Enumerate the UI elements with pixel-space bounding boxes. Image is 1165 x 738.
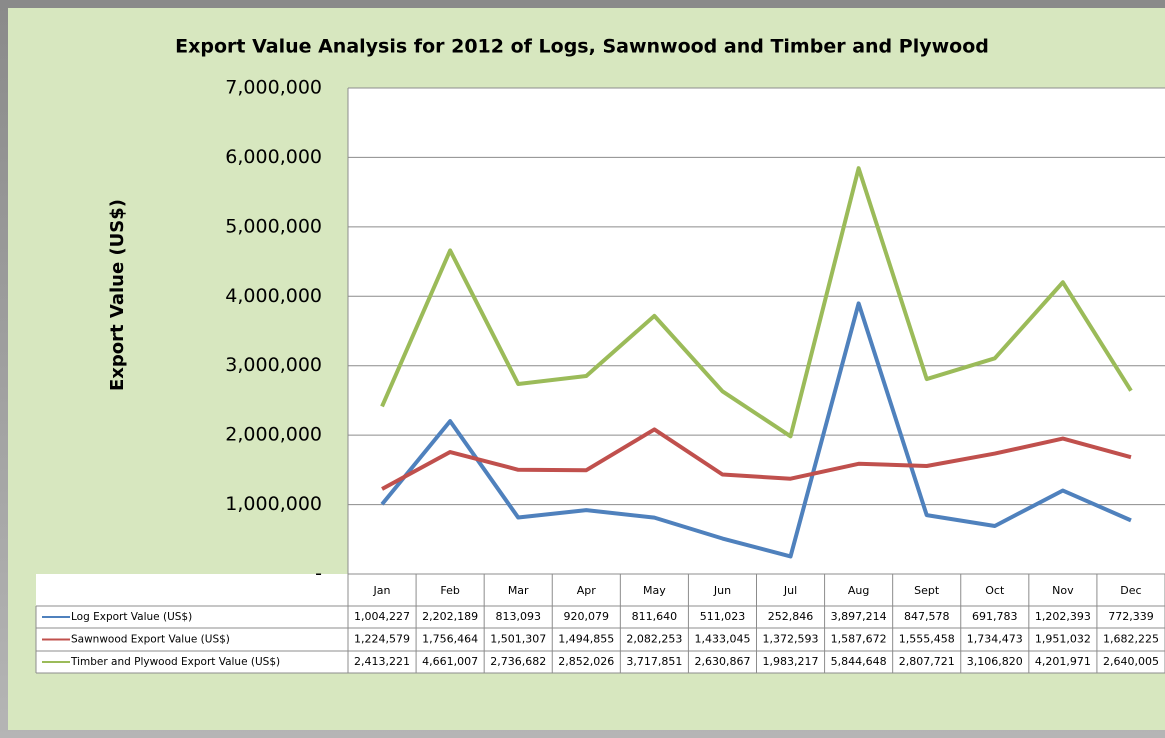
y-tick-label: 6,000,000 bbox=[225, 146, 322, 168]
x-tick-label: Dec bbox=[1120, 584, 1141, 597]
table-value: 1,433,045 bbox=[694, 633, 750, 646]
table-value: 691,783 bbox=[972, 610, 1018, 623]
table-value: 4,661,007 bbox=[422, 655, 478, 668]
table-value: 1,555,458 bbox=[899, 633, 955, 646]
table-value: 772,339 bbox=[1108, 610, 1154, 623]
y-tick-label: 4,000,000 bbox=[225, 285, 322, 307]
table-value: 813,093 bbox=[495, 610, 541, 623]
table-value: 1,587,672 bbox=[831, 633, 887, 646]
table-value: 2,807,721 bbox=[899, 655, 955, 668]
table-value: 1,756,464 bbox=[422, 633, 478, 646]
x-tick-label: Aug bbox=[848, 584, 869, 597]
x-tick-label: May bbox=[643, 584, 666, 597]
table-value: 1,983,217 bbox=[763, 655, 819, 668]
legend-label: Timber and Plywood Export Value (US$) bbox=[70, 656, 280, 668]
table-value: 3,897,214 bbox=[831, 610, 887, 623]
y-tick-label: 1,000,000 bbox=[225, 493, 322, 515]
table-value: 2,852,026 bbox=[558, 655, 614, 668]
table-value: 2,630,867 bbox=[694, 655, 750, 668]
x-tick-label: Jun bbox=[713, 584, 731, 597]
table-value: 847,578 bbox=[904, 610, 950, 623]
x-tick-label: Nov bbox=[1052, 584, 1074, 597]
table-value: 3,106,820 bbox=[967, 655, 1023, 668]
table-value: 1,682,225 bbox=[1103, 633, 1159, 646]
table-value: 511,023 bbox=[700, 610, 746, 623]
plot-area bbox=[348, 88, 1165, 574]
x-tick-label: Oct bbox=[985, 584, 1005, 597]
table-value: 1,004,227 bbox=[354, 610, 410, 623]
legend-label: Sawnwood Export Value (US$) bbox=[71, 634, 230, 646]
table-value: 5,844,648 bbox=[831, 655, 887, 668]
table-value: 3,717,851 bbox=[626, 655, 682, 668]
table-value: 1,202,393 bbox=[1035, 610, 1091, 623]
x-tick-label: Jul bbox=[783, 584, 797, 597]
x-tick-label: Sept bbox=[914, 584, 940, 597]
data-table-background bbox=[36, 574, 1165, 673]
table-value: 1,224,579 bbox=[354, 633, 410, 646]
y-tick-label: 7,000,000 bbox=[225, 77, 322, 99]
table-value: 1,372,593 bbox=[763, 633, 819, 646]
table-value: 2,413,221 bbox=[354, 655, 410, 668]
table-value: 2,736,682 bbox=[490, 655, 546, 668]
table-value: 2,082,253 bbox=[626, 633, 682, 646]
table-value: 2,640,005 bbox=[1103, 655, 1159, 668]
table-value: 4,201,971 bbox=[1035, 655, 1091, 668]
table-value: 1,734,473 bbox=[967, 633, 1023, 646]
table-value: 2,202,189 bbox=[422, 610, 478, 623]
series-line bbox=[381, 427, 1132, 491]
x-tick-label: Apr bbox=[577, 584, 597, 597]
x-tick-label: Feb bbox=[440, 584, 459, 597]
y-tick-label: 5,000,000 bbox=[225, 215, 322, 237]
series-line bbox=[380, 301, 1132, 559]
table-value: 920,079 bbox=[564, 610, 610, 623]
y-tick-label: 3,000,000 bbox=[225, 354, 322, 376]
table-value: 252,846 bbox=[768, 610, 814, 623]
chart-title: Export Value Analysis for 2012 of Logs, … bbox=[175, 36, 989, 58]
table-value: 1,501,307 bbox=[490, 633, 546, 646]
table-value: 811,640 bbox=[632, 610, 678, 623]
y-axis-label: Export Value (US$) bbox=[107, 199, 128, 391]
x-tick-label: Jan bbox=[373, 584, 391, 597]
series-line bbox=[380, 166, 1133, 439]
y-tick-label: 2,000,000 bbox=[225, 424, 322, 446]
table-value: 1,494,855 bbox=[558, 633, 614, 646]
table-value: 1,951,032 bbox=[1035, 633, 1091, 646]
legend-label: Log Export Value (US$) bbox=[71, 611, 192, 623]
x-tick-label: Mar bbox=[508, 584, 529, 597]
y-tick-label: - bbox=[315, 563, 322, 585]
